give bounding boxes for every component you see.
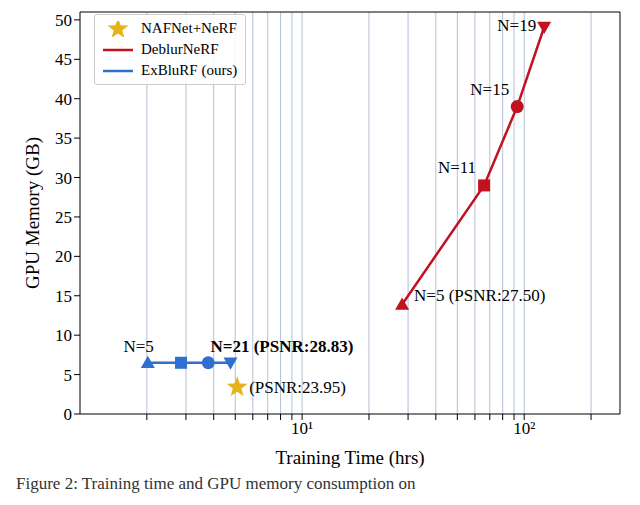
html-text:DeblurNeRF: DeblurNeRF xyxy=(141,41,219,57)
svg-text:45: 45 xyxy=(55,50,72,69)
svg-text:10: 10 xyxy=(55,326,72,345)
svg-text:5: 5 xyxy=(64,366,73,385)
svg-text:30: 30 xyxy=(55,169,72,188)
svg-text:N=11: N=11 xyxy=(438,158,476,177)
svg-text:N=21 (PSNR:28.83): N=21 (PSNR:28.83) xyxy=(210,337,353,356)
svg-text:20: 20 xyxy=(55,247,72,266)
svg-text:40: 40 xyxy=(55,90,72,109)
svg-text:10²: 10² xyxy=(513,419,535,438)
svg-text:35: 35 xyxy=(55,129,72,148)
svg-text:N=5: N=5 xyxy=(123,337,153,356)
svg-text:15: 15 xyxy=(55,287,72,306)
svg-text:N=19: N=19 xyxy=(497,16,536,35)
svg-text:25: 25 xyxy=(55,208,72,227)
svg-text:N=15: N=15 xyxy=(470,80,509,99)
svg-text:GPU Memory (GB): GPU Memory (GB) xyxy=(22,137,44,289)
html-text:Figure 2: Training time and GP: Figure 2: Training time and GPU memory c… xyxy=(16,474,416,493)
html-text:NAFNet+NeRF: NAFNet+NeRF xyxy=(141,20,237,36)
svg-text:N=5 (PSNR:27.50): N=5 (PSNR:27.50) xyxy=(414,286,545,305)
svg-text:10¹: 10¹ xyxy=(291,419,313,438)
html-text:ExBluRF (ours): ExBluRF (ours) xyxy=(141,62,238,78)
svg-text:(PSNR:23.95): (PSNR:23.95) xyxy=(249,378,346,397)
svg-text:0: 0 xyxy=(64,405,73,424)
svg-text:50: 50 xyxy=(55,11,72,30)
svg-text:Training Time (hrs): Training Time (hrs) xyxy=(275,447,424,469)
